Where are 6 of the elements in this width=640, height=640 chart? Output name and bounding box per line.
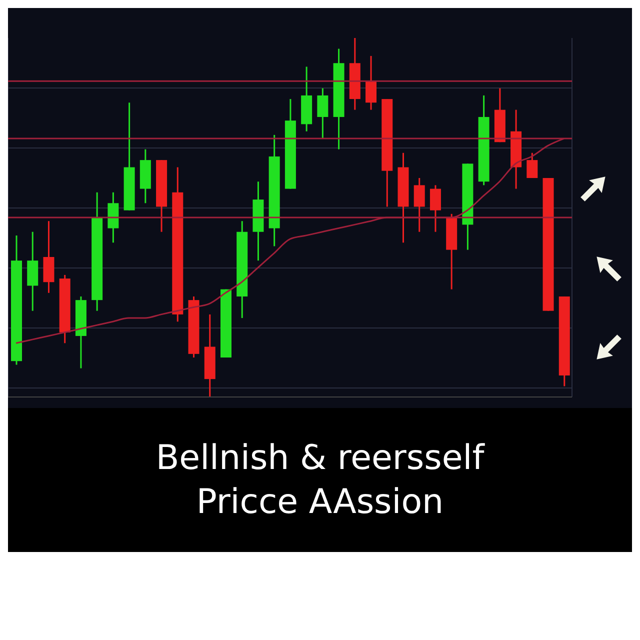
candlestick — [366, 55, 377, 111]
candlestick — [414, 177, 425, 233]
candlestick — [430, 184, 441, 233]
candlestick — [317, 88, 328, 140]
candlestick — [526, 152, 538, 179]
text: Bellnish & reersself Pricce AAssion — [8, 408, 632, 552]
